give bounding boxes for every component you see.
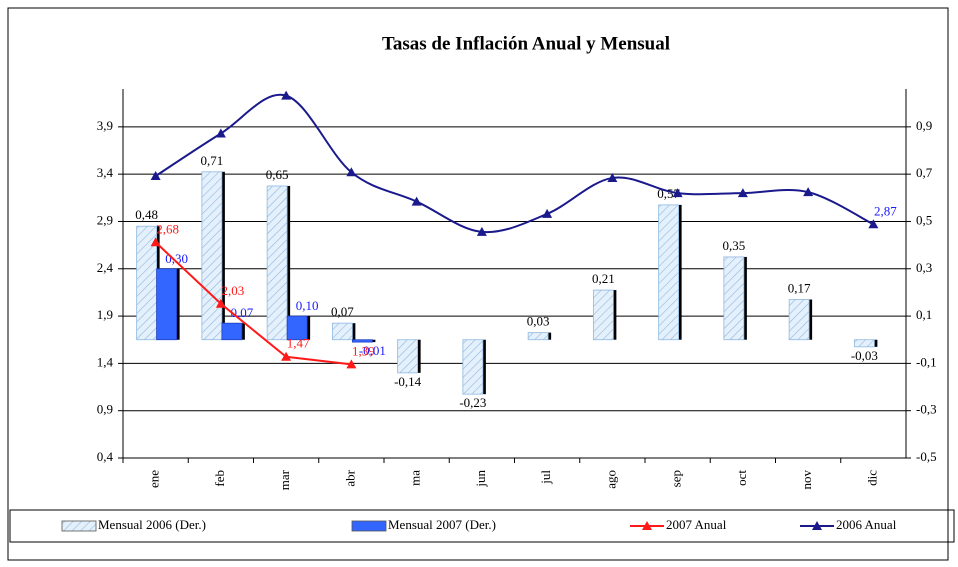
bar-series (156, 268, 376, 343)
y-tick-label: 1,4 (97, 354, 114, 369)
value-label: 0,07 (331, 304, 354, 319)
legend-label: 2007 Anual (666, 517, 727, 532)
y2-tick-label: -0,5 (916, 449, 937, 464)
y2-tick-label: 0,9 (916, 118, 932, 133)
value-label: -0,14 (394, 374, 422, 389)
y-tick-label: 0,4 (97, 449, 114, 464)
bar (286, 315, 308, 341)
value-label: 0,65 (266, 167, 289, 182)
marker (150, 171, 161, 181)
marker (868, 219, 879, 229)
bar (201, 171, 223, 341)
marker (672, 188, 683, 198)
bar (221, 322, 243, 341)
x-tick-label: abr (342, 469, 357, 486)
y2-tick-label: 0,5 (916, 212, 932, 227)
x-tick-label: mar (277, 469, 292, 490)
line (154, 241, 352, 366)
bar (658, 204, 680, 341)
x-tick-label: ago (603, 470, 618, 489)
value-label: 0,48 (135, 207, 158, 222)
bar (156, 268, 178, 341)
y-tick-label: 3,9 (97, 118, 113, 133)
marker (411, 196, 422, 206)
y-tick-label: 3,4 (97, 165, 114, 180)
marker (542, 208, 553, 218)
value-label: 2,03 (222, 283, 245, 298)
bar (266, 185, 288, 341)
bar (331, 322, 353, 341)
value-label: 0,03 (527, 314, 550, 329)
y2-tick-label: -0,3 (916, 402, 937, 417)
value-label: 1,47 (287, 336, 310, 351)
y-tick-label: 2,9 (97, 212, 113, 227)
legend-label: 2006 Anual (836, 517, 897, 532)
value-label: 0,30 (165, 251, 188, 266)
marker (150, 237, 161, 247)
x-tick-label: sep (669, 470, 684, 487)
x-tick-label: jun (473, 470, 488, 488)
bar (853, 339, 875, 348)
value-label: -0,01 (359, 343, 386, 358)
bar (592, 289, 614, 341)
bar (788, 299, 810, 341)
value-label: 1,39 (352, 343, 375, 358)
marker (607, 172, 618, 182)
x-tick-label: feb (212, 470, 227, 487)
bar (351, 339, 373, 343)
value-label: -0,03 (851, 348, 878, 363)
y2-tick-label: 0,1 (916, 307, 932, 322)
x-tick-label: jul (538, 470, 553, 485)
value-label: -0,23 (459, 395, 486, 410)
marker (346, 167, 357, 177)
legend-swatch (61, 520, 97, 532)
legend-marker (642, 521, 652, 530)
x-tick-label: oct (734, 470, 749, 486)
marker (476, 226, 487, 236)
marker (803, 187, 814, 197)
marker (215, 298, 226, 308)
marker (346, 359, 357, 369)
bar (527, 332, 549, 341)
x-tick-label: ma (408, 470, 423, 486)
value-label: 0,71 (201, 153, 224, 168)
y2-tick-label: 0,3 (916, 260, 932, 275)
y-tick-label: 0,9 (97, 402, 113, 417)
bar (462, 339, 484, 395)
bar (397, 339, 419, 374)
y-tick-label: 1,9 (97, 307, 113, 322)
legend-label: Mensual 2007 (Der.) (388, 517, 496, 532)
y2-tick-label: 0,7 (916, 165, 933, 180)
marker (281, 351, 292, 361)
legend-label: Mensual 2006 (Der.) (98, 517, 206, 532)
marker (281, 90, 292, 100)
legend-frame (9, 509, 955, 543)
bar-series (136, 171, 878, 395)
value-label: 0,21 (592, 271, 615, 286)
value-label: 2,68 (156, 221, 179, 236)
chart-title: Tasas de Inflación Anual y Mensual (382, 33, 670, 54)
legend-swatch (351, 520, 387, 532)
marker (215, 128, 226, 138)
bar (723, 256, 745, 341)
y-tick-label: 2,4 (97, 260, 114, 275)
value-label: 0,17 (788, 281, 811, 296)
value-label: 2,87 (874, 203, 897, 218)
value-label: 0,35 (723, 238, 746, 253)
y2-tick-label: -0,1 (916, 354, 937, 369)
value-label: 0,07 (231, 305, 254, 320)
legend-marker (812, 521, 822, 530)
marker (737, 188, 748, 198)
x-tick-label: nov (799, 470, 814, 490)
value-label: 0,10 (296, 298, 319, 313)
x-tick-label: dic (864, 470, 879, 486)
x-tick-label: ene (147, 470, 162, 488)
